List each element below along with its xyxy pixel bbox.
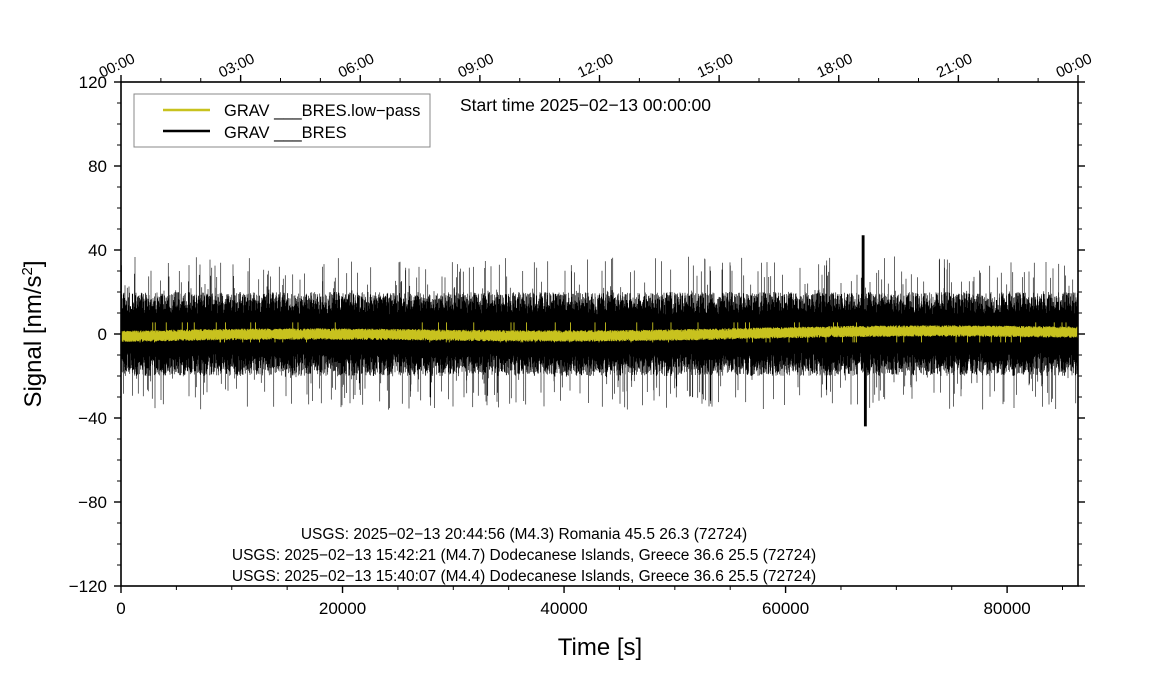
- top-tick-label: 06:00: [336, 50, 377, 81]
- event-annotation-1: USGS: 2025−02−13 20:44:56 (M4.3) Romania…: [301, 526, 747, 543]
- event-annotation-3: USGS: 2025−02−13 15:40:07 (M4.4) Dodecan…: [232, 568, 816, 585]
- top-tick-label: 03:00: [216, 50, 257, 81]
- top-tick-label: 09:00: [455, 50, 496, 81]
- y-tick-label: 0: [98, 325, 107, 344]
- legend-label-lowpass: GRAV ___BRES.low−pass: [224, 102, 420, 120]
- top-tick-label: 15:00: [695, 50, 736, 81]
- y-tick-label: −80: [78, 493, 107, 512]
- top-tick-label: 12:00: [575, 50, 616, 81]
- legend: GRAV ___BRES.low−pass GRAV ___BRES: [133, 93, 431, 148]
- x-tick-label: 80000: [983, 599, 1030, 618]
- event-annotation-2: USGS: 2025−02−13 15:42:21 (M4.7) Dodecan…: [232, 547, 816, 564]
- x-tick-label: 20000: [319, 599, 366, 618]
- x-axis-label: Time [s]: [558, 634, 642, 661]
- top-tick-label: 00:00: [96, 50, 137, 81]
- y-tick-label: 80: [88, 157, 107, 176]
- event-annotations: USGS: 2025−02−13 20:44:56 (M4.3) Romania…: [232, 526, 816, 585]
- y-tick-label: −120: [69, 577, 107, 596]
- chart-title: Start time 2025−02−13 00:00:00: [460, 95, 711, 115]
- y-tick-label: 120: [79, 73, 107, 92]
- x-tick-label: 60000: [762, 599, 809, 618]
- x-tick-label: 0: [116, 599, 125, 618]
- y-tick-label: −40: [78, 409, 107, 428]
- y-axis-label-sup: 2: [19, 267, 36, 275]
- legend-label-raw: GRAV ___BRES: [224, 124, 347, 142]
- y-axis-label-tail: ]: [20, 260, 47, 267]
- top-tick-label: 18:00: [814, 50, 855, 81]
- y-axis-label-main: Signal [nm/s: [20, 275, 47, 407]
- plot-frame: [120, 81, 1079, 587]
- y-tick-label: 40: [88, 241, 107, 260]
- y-axis-label: Signal [nm/s2]: [19, 260, 47, 407]
- x-tick-label: 40000: [540, 599, 587, 618]
- top-tick-label: 21:00: [934, 50, 975, 81]
- top-tick-label: 00:00: [1053, 50, 1094, 81]
- legend-box: [133, 93, 431, 148]
